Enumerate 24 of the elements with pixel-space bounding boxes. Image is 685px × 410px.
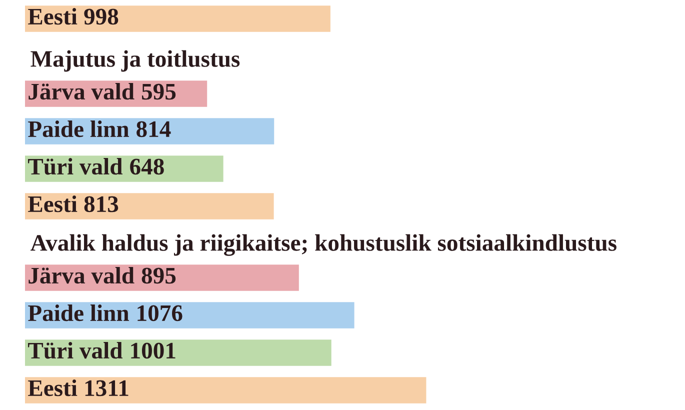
data-label: 595	[142, 84, 176, 100]
bar	[25, 340, 332, 366]
data-label: 895	[142, 268, 176, 284]
bar	[25, 302, 354, 328]
category-label: Järva vald	[28, 267, 134, 284]
category-label: Paide linn	[28, 120, 129, 138]
category-label: Järva vald	[28, 83, 134, 100]
data-label: 998	[84, 8, 118, 25]
data-label: 1076	[138, 305, 182, 322]
bar	[25, 377, 426, 404]
category-label: Türi vald	[28, 342, 122, 359]
category-label: Eesti	[28, 196, 78, 212]
data-label: 648	[130, 158, 164, 175]
category-label: Eesti	[28, 8, 78, 25]
data-label: 1001	[131, 342, 176, 359]
category-label: Türi vald	[28, 158, 122, 175]
data-label: 1311	[85, 380, 128, 396]
category-label: Paide linn	[28, 304, 129, 322]
bar	[25, 193, 274, 220]
category-label: Eesti	[28, 380, 78, 396]
chart-title: Majutus ja toitlustus	[30, 50, 240, 72]
chart-title: Avalik haldus ja riigikaitse; kohustuslik sotsiaalkindlustus	[30, 234, 616, 256]
data-label: 814	[136, 121, 171, 138]
data-label: 813	[84, 196, 118, 212]
